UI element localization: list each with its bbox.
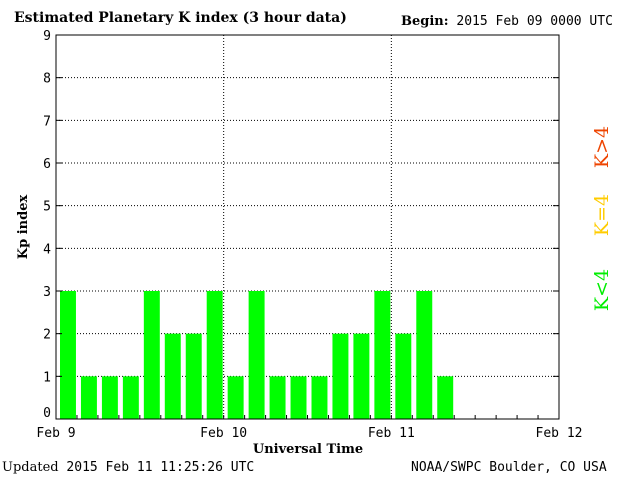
bar-15 <box>374 291 391 419</box>
updated-time: Updated 2015 Feb 11 11:25:26 UTC <box>2 460 254 475</box>
bar-13 <box>332 333 349 419</box>
x-tick-label-1: Feb 10 <box>200 426 247 441</box>
bar-0 <box>60 291 76 419</box>
y-tick-label-4: 4 <box>43 242 51 257</box>
begin-time: Begin: 2015 Feb 09 0000 UTC <box>401 14 613 29</box>
updated-label: Updated <box>2 460 59 475</box>
x-ticks: Feb 9 Feb 10 Feb 11 Feb 12 <box>36 415 582 441</box>
bar-11 <box>290 376 307 419</box>
legend-item-0: K<4 <box>591 269 613 311</box>
y-axis-label: Kp index <box>16 195 31 260</box>
bar-6 <box>185 333 202 419</box>
y-tick-label-0: 0 <box>43 406 51 421</box>
x-tick-label-2: Feb 11 <box>368 426 415 441</box>
x-axis-label: Universal Time <box>253 442 363 457</box>
y-tick-label-7: 7 <box>43 114 51 129</box>
y-tick-label-9: 9 <box>43 29 51 44</box>
bar-16 <box>395 333 412 419</box>
chart-title: Estimated Planetary K index (3 hour data… <box>14 10 347 26</box>
bar-8 <box>227 376 244 419</box>
x-tick-label-0: Feb 9 <box>36 426 75 441</box>
bar-12 <box>311 376 328 419</box>
bar-5 <box>164 333 181 419</box>
begin-label: Begin: <box>401 14 449 29</box>
bar-1 <box>80 376 97 419</box>
bar-2 <box>101 376 118 419</box>
bar-14 <box>353 333 370 419</box>
y-tick-label-6: 6 <box>43 157 51 172</box>
y-ticks: 0 1 2 3 4 5 6 7 8 9 <box>43 29 559 421</box>
updated-value: 2015 Feb 11 11:25:26 UTC <box>66 460 255 475</box>
credit: NOAA/SWPC Boulder, CO USA <box>411 460 607 475</box>
grid-lines <box>56 35 559 419</box>
y-tick-label-2: 2 <box>43 328 51 343</box>
y-tick-label-8: 8 <box>43 72 51 87</box>
bar-4 <box>143 291 160 419</box>
bar-18 <box>437 376 454 419</box>
bars <box>60 291 454 419</box>
plot-frame <box>55 34 560 420</box>
y-tick-label-3: 3 <box>43 285 51 300</box>
bar-9 <box>248 291 265 419</box>
bar-10 <box>269 376 286 419</box>
bar-3 <box>122 376 139 419</box>
bar-7 <box>206 291 223 419</box>
y-tick-label-1: 1 <box>43 370 51 385</box>
begin-value: 2015 Feb 09 0000 UTC <box>456 14 613 29</box>
y-tick-label-5: 5 <box>43 200 51 215</box>
legend-item-1: K=4 <box>591 194 613 236</box>
bar-17 <box>416 291 433 419</box>
x-tick-label-3: Feb 12 <box>536 426 583 441</box>
legend-item-2: K>4 <box>591 126 613 168</box>
legend: K<4 K=4 K>4 <box>591 126 613 311</box>
